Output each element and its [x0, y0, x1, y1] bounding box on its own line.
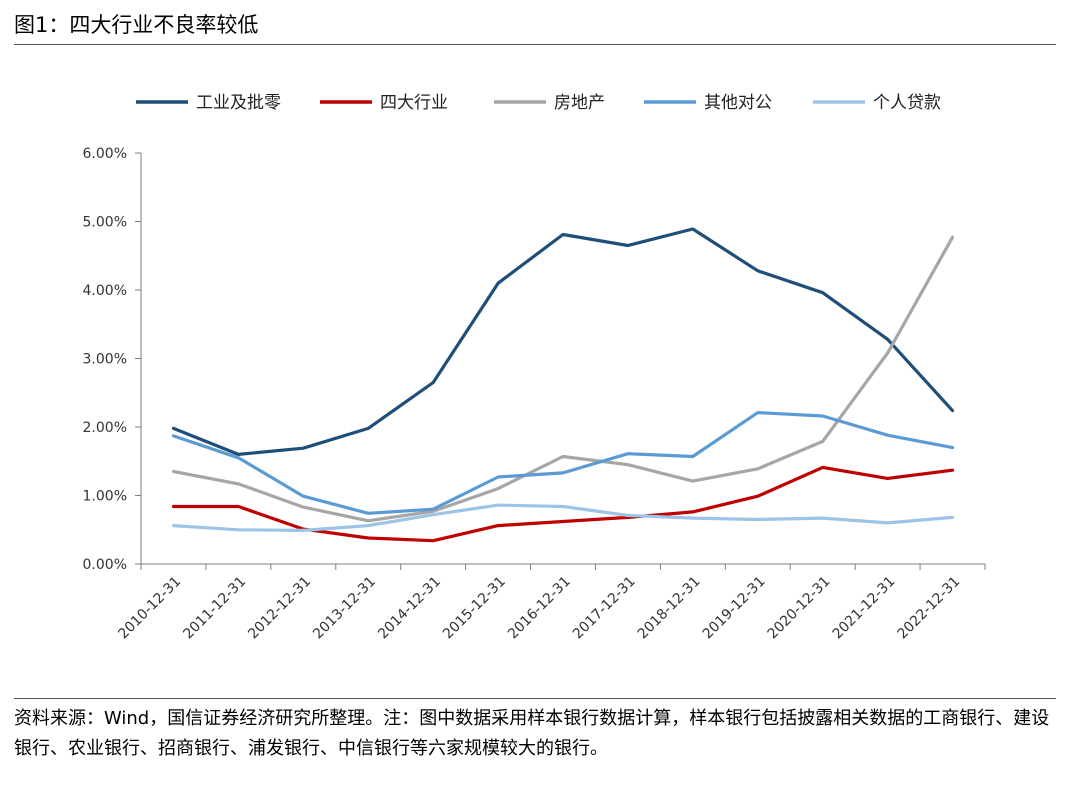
y-tick-label: 1.00%	[83, 489, 127, 505]
x-tick-label: 2012-12-31	[245, 574, 314, 643]
legend-label: 四大行业	[380, 93, 448, 113]
x-axis: 2010-12-312011-12-312012-12-312013-12-31…	[115, 563, 986, 643]
chart-legend: 工业及批零 四大行业 房地产 其他对公 个人贷款	[136, 93, 941, 113]
legend-label: 其他对公	[704, 93, 772, 113]
x-tick-label: 2017-12-31	[570, 574, 639, 643]
x-tick-label: 2016-12-31	[505, 574, 574, 643]
top-divider	[14, 44, 1056, 45]
line-chart: 工业及批零 四大行业 房地产 其他对公 个人贷款 0.00% 1.00% 2.00% 3.00…	[83, 93, 986, 643]
x-tick-label: 2015-12-31	[440, 574, 509, 643]
y-tick-label: 3.00%	[83, 352, 127, 368]
y-tick-label: 6.00%	[83, 146, 127, 162]
legend-label: 工业及批零	[196, 93, 281, 113]
figure-title: 图1：四大行业不良率较低	[14, 13, 259, 37]
x-tick-label: 2013-12-31	[310, 574, 379, 643]
y-tick-label: 4.00%	[83, 283, 127, 299]
bottom-divider	[14, 698, 1056, 699]
x-tick-label: 2021-12-31	[830, 574, 899, 643]
series-line-5	[171, 503, 955, 532]
legend-label: 房地产	[554, 93, 605, 113]
series-lines	[171, 227, 955, 543]
x-tick-label: 2010-12-31	[115, 574, 184, 643]
source-note: 资料来源：Wind，国信证券经济研究所整理。注：图中数据采用样本银行数据计算，样…	[14, 708, 1050, 759]
y-tick-label: 2.00%	[83, 420, 127, 436]
x-tick-label: 2019-12-31	[700, 574, 769, 643]
y-tick-label: 0.00%	[83, 557, 127, 573]
x-tick-label: 2022-12-31	[895, 574, 964, 643]
series-line-4	[171, 411, 955, 515]
series-line-3	[171, 235, 955, 523]
series-line-1	[171, 227, 955, 456]
x-tick-label: 2014-12-31	[375, 574, 444, 643]
x-tick-label: 2011-12-31	[180, 574, 249, 643]
x-tick-label: 2020-12-31	[765, 574, 834, 643]
y-axis: 0.00% 1.00% 2.00% 3.00% 4.00% 5.00% 6.00%	[83, 146, 142, 573]
y-tick-label: 5.00%	[83, 215, 127, 231]
legend-label: 个人贷款	[873, 93, 941, 113]
x-tick-label: 2018-12-31	[635, 574, 704, 643]
